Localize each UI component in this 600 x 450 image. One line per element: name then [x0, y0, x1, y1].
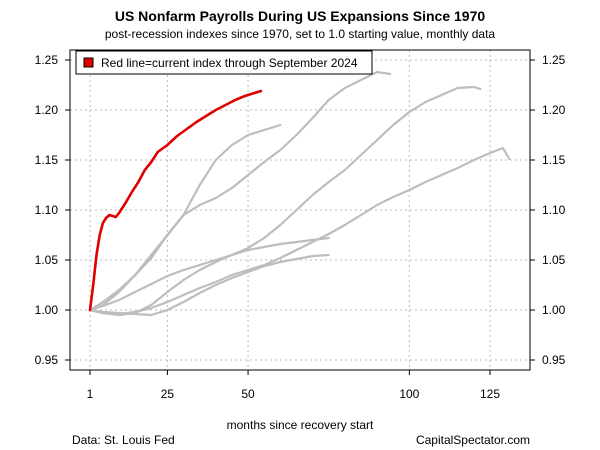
series-line-history: [88, 236, 330, 312]
y-tick-label-left: 1.25: [35, 53, 59, 67]
x-tick-label: 50: [241, 387, 255, 401]
y-tick-label-left: 1.00: [35, 303, 59, 317]
x-tick-label: 1: [87, 387, 94, 401]
y-tick-label-right: 1.00: [542, 303, 566, 317]
chart-subtitle: post-recession indexes since 1970, set t…: [104, 27, 496, 41]
y-tick-label-right: 1.15: [542, 153, 566, 167]
y-tick-label-left: 1.15: [35, 153, 59, 167]
series-line-history: [88, 70, 392, 312]
series-line-history: [88, 85, 482, 317]
legend-label: Red line=current index through September…: [101, 56, 358, 70]
credit-note: CapitalSpectator.com: [415, 433, 530, 447]
x-tick-label: 100: [399, 387, 419, 401]
chart-title: US Nonfarm Payrolls During US Expansions…: [114, 8, 486, 24]
x-tick-label: 125: [480, 387, 500, 401]
y-tick-label-right: 1.10: [542, 203, 566, 217]
source-note: Data: St. Louis Fed: [72, 433, 175, 447]
x-axis-label: months since recovery start: [226, 418, 374, 432]
y-tick-label-right: 1.25: [542, 53, 566, 67]
y-tick-label-right: 1.05: [542, 253, 566, 267]
y-tick-label-left: 1.10: [35, 203, 59, 217]
series-lines: [88, 70, 511, 317]
legend-box: [75, 50, 373, 75]
y-tick-label-left: 0.95: [35, 353, 59, 367]
y-tick-label-left: 1.05: [35, 253, 59, 267]
grid-lines: [70, 50, 530, 370]
legend-swatch: [83, 57, 94, 68]
legend: Red line=current index through September…: [75, 50, 373, 75]
series-line-current: [88, 89, 263, 312]
series-line-history: [88, 146, 511, 316]
y-tick-label-right: 1.20: [542, 103, 566, 117]
y-tick-label-right: 0.95: [542, 353, 566, 367]
axes: 0.95 0.95 1.00 1.00 1.05 1.05 1.10 1.10 1.15 1.15…: [35, 53, 566, 401]
series-line-history: [88, 123, 282, 312]
y-tick-label-left: 1.20: [35, 103, 59, 117]
x-tick-label: 25: [161, 387, 175, 401]
